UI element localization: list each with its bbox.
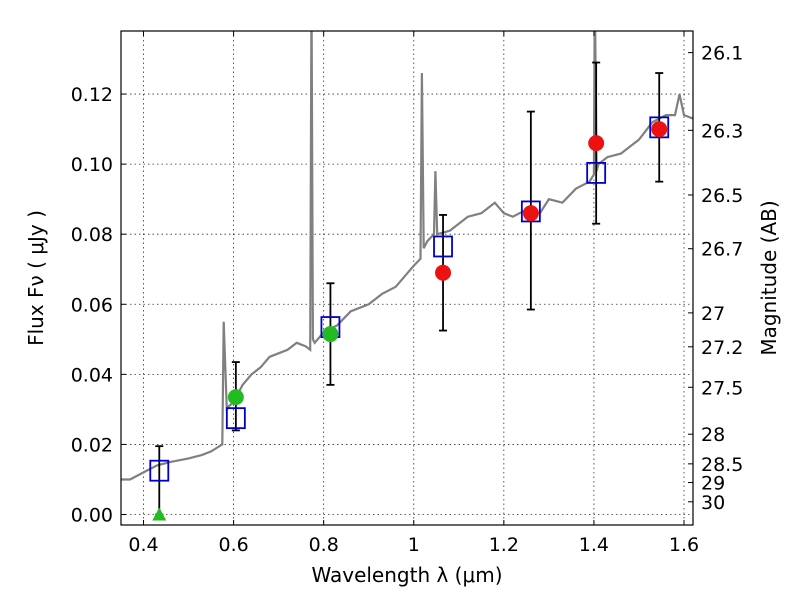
x-tick-label: 1.4 <box>579 534 609 556</box>
model-box <box>586 161 607 184</box>
y-tick-label: 0.08 <box>71 224 113 246</box>
green-point <box>227 389 244 406</box>
right-tick-label: 26.3 <box>701 120 743 142</box>
red-point <box>435 264 452 281</box>
right-tick-label: 26.7 <box>701 239 743 261</box>
y-axis-label-left: Flux Fν ( μJy ) <box>24 210 48 346</box>
plot-frame <box>120 30 694 526</box>
right-tick-label: 28.5 <box>701 454 743 476</box>
green-upper-limit-triangle <box>152 507 167 521</box>
right-tick-label: 28 <box>701 424 725 446</box>
y-tick-label: 0.00 <box>71 504 113 526</box>
right-tick-label: 26.1 <box>701 43 743 65</box>
model-box <box>649 116 670 139</box>
x-tick-label: 1 <box>408 534 420 556</box>
right-tick-label: 30 <box>701 492 725 514</box>
red-point <box>651 121 668 138</box>
photometry-points <box>152 121 668 521</box>
y-tick-label: 0.06 <box>71 294 113 316</box>
y-tick-label: 0.12 <box>71 84 113 106</box>
y-tick-label: 0.04 <box>71 364 113 386</box>
y-tick-label: 0.10 <box>71 154 113 176</box>
x-tick-label: 1.6 <box>669 534 699 556</box>
model-box <box>433 235 453 258</box>
x-tick-label: 0.4 <box>128 534 158 556</box>
green-point <box>322 326 339 343</box>
x-tick-label: 0.8 <box>309 534 339 556</box>
x-axis-label: Wavelength λ (μm) <box>311 563 502 587</box>
right-tick-label: 26.5 <box>701 185 743 207</box>
x-tick-label: 0.6 <box>218 534 248 556</box>
model-box <box>225 407 246 430</box>
x-tick-label: 1.2 <box>489 534 519 556</box>
red-point <box>522 205 539 222</box>
y-axis-left: 0.00 0.02 0.04 0.06 0.08 0.10 0.12 <box>71 84 126 526</box>
y-tick-label: 0.02 <box>71 434 113 456</box>
right-tick-label: 27.5 <box>701 377 743 399</box>
model-box <box>520 200 541 223</box>
model-box <box>149 459 170 482</box>
right-tick-label: 29 <box>701 473 725 495</box>
x-axis: 0.4 0.6 0.8 1 1.2 1.4 1.6 <box>128 31 699 556</box>
y-axis-label-right: Magnitude (AB) <box>757 200 781 355</box>
red-point <box>588 135 605 152</box>
right-tick-label: 27.2 <box>701 337 743 359</box>
right-tick-label: 27 <box>701 303 725 325</box>
